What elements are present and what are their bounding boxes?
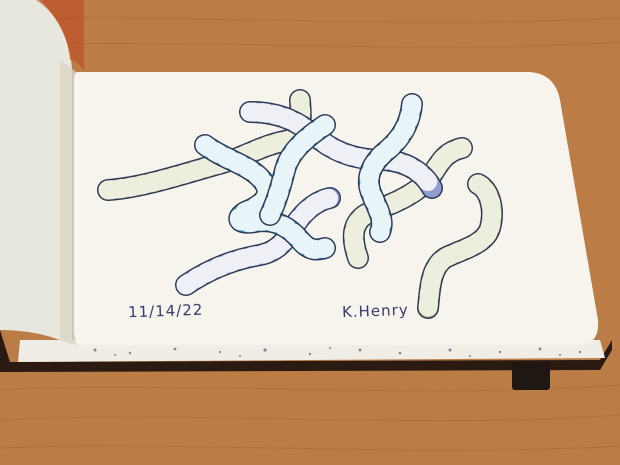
worm-blue-left	[194, 134, 336, 261]
left-page-shadow	[60, 60, 76, 345]
worm-periwinkle-bottom	[175, 187, 341, 296]
elastic-band	[512, 362, 550, 390]
left-page	[0, 0, 72, 345]
date-inscription: 11/14/22	[127, 300, 204, 322]
worm-drawing	[97, 89, 503, 319]
worm-blue-cross	[259, 114, 336, 226]
ink-speckles	[93, 347, 582, 357]
binding-edge	[36, 0, 84, 70]
artist-signature: K.Henry	[341, 300, 409, 322]
page-stack-edge	[18, 340, 605, 362]
notebook-cover	[0, 330, 612, 372]
worm-olive-right	[417, 173, 503, 319]
worm-blue-right	[357, 93, 423, 243]
worm-periwinkle-top	[239, 101, 443, 199]
worm-olive-middle	[342, 137, 473, 269]
